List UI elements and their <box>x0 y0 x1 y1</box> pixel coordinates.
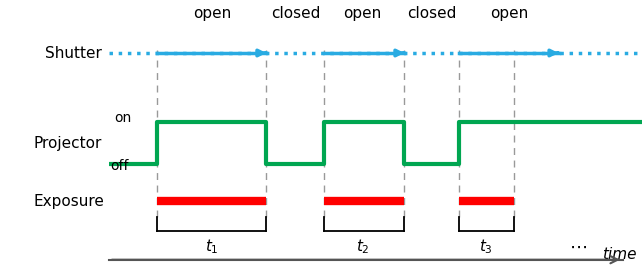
Text: $t_2$: $t_2$ <box>356 237 370 256</box>
Text: closed: closed <box>407 6 456 21</box>
Text: Shutter: Shutter <box>46 46 102 60</box>
Text: open: open <box>343 6 382 21</box>
Text: $t_1$: $t_1$ <box>205 237 219 256</box>
Text: time: time <box>602 247 637 262</box>
Text: on: on <box>114 111 132 125</box>
Text: off: off <box>110 159 128 173</box>
Text: $\cdots$: $\cdots$ <box>569 237 587 255</box>
Text: open: open <box>490 6 528 21</box>
Text: closed: closed <box>271 6 320 21</box>
Text: open: open <box>193 6 231 21</box>
Text: Projector: Projector <box>33 136 101 151</box>
Text: Exposure: Exposure <box>34 194 105 209</box>
Text: $t_3$: $t_3$ <box>479 237 493 256</box>
